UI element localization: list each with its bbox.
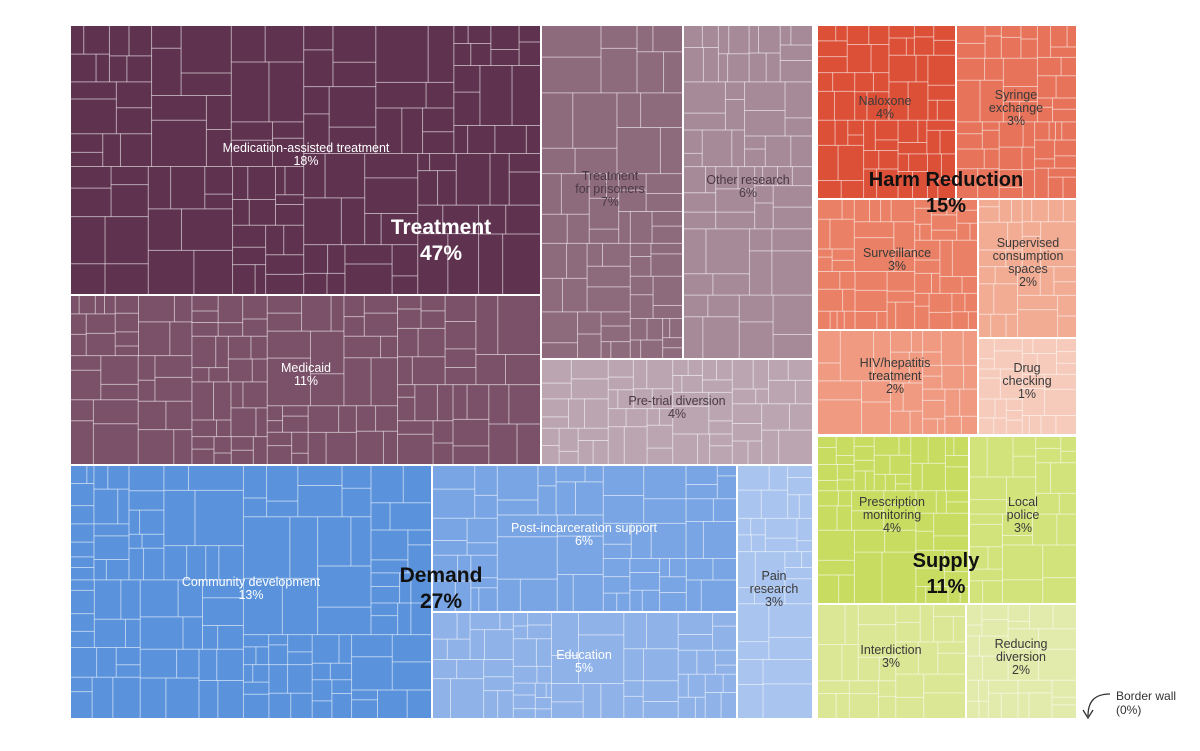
leaf-value-naloxone: 4% [876, 107, 894, 121]
leaf-value-education: 5% [575, 661, 593, 675]
leaf-value-pain-research: 3% [765, 595, 783, 609]
leaf-label-reducing-diversion: diversion [996, 650, 1046, 664]
leaf-label-syringe-exchange: exchange [989, 101, 1043, 115]
leaf-label-medication-assisted-treatment: Medication-assisted treatment [223, 141, 390, 155]
leaf-label-surveillance: Surveillance [863, 246, 931, 260]
leaf-label-syringe-exchange: Syringe [995, 88, 1037, 102]
rect-surveillance [816, 198, 979, 331]
leaf-label-supervised-consumption-spaces: Supervised [997, 236, 1060, 250]
leaf-value-medicaid: 11% [294, 374, 318, 388]
category-label-supply: Supply [913, 550, 981, 572]
leaf-label-pain-research: Pain [761, 569, 786, 583]
leaf-label-local-police: police [1007, 508, 1040, 522]
leaf-value-interdiction: 3% [882, 656, 900, 670]
rect-pain-research [736, 464, 814, 720]
leaf-value-hiv-hepatitis-treatment: 2% [886, 382, 904, 396]
leaf-label-community-development: Community development [182, 575, 321, 589]
leaf-label-post-incarceration-support: Post-incarceration support [511, 521, 657, 535]
category-harm-reduction: Naloxone4%Syringeexchange3%Surveillance3… [816, 24, 1078, 436]
category-value-harm-reduction: 15% [926, 195, 966, 217]
leaf-value-post-incarceration-support: 6% [575, 534, 593, 548]
leaf-value-other-research: 6% [739, 186, 757, 200]
leaf-value-medication-assisted-treatment: 18% [293, 154, 318, 168]
leaf-value-surveillance: 3% [888, 259, 906, 273]
category-value-demand: 27% [420, 590, 462, 613]
rect-community-development [69, 464, 433, 720]
leaf-value-drug-checking: 1% [1018, 387, 1036, 401]
leaf-value-treatment-for-prisoners: 7% [601, 195, 619, 209]
leaf-label-prescription-monitoring: Prescription [859, 495, 925, 509]
leaf-value-community-development: 13% [238, 588, 263, 602]
category-value-supply: 11% [927, 576, 966, 598]
leaf-label-hiv-hepatitis-treatment: HIV/hepatitis [860, 356, 931, 370]
leaf-label-hiv-hepatitis-treatment: treatment [869, 369, 922, 383]
category-supply: Prescriptionmonitoring4%Localpolice3%Int… [816, 435, 1078, 720]
leaf-label-naloxone: Naloxone [859, 94, 912, 108]
leaf-label-interdiction: Interdiction [860, 643, 921, 657]
leaf-label-local-police: Local [1008, 495, 1038, 509]
leaf-label-prescription-monitoring: monitoring [863, 508, 921, 522]
leaf-label-other-research: Other research [706, 173, 789, 187]
leaf-value-local-police: 3% [1014, 521, 1032, 535]
leaf-label-supervised-consumption-spaces: consumption [993, 249, 1064, 263]
category-label-treatment: Treatment [391, 216, 491, 239]
category-demand: Community development13%Post-incarcerati… [69, 464, 814, 720]
leaf-label-treatment-for-prisoners: Treatment [582, 169, 639, 183]
category-treatment: Medication-assisted treatment18%Medicaid… [69, 24, 814, 466]
leaf-value-supervised-consumption-spaces: 2% [1019, 275, 1037, 289]
border-wall-label: Border wall [1116, 689, 1177, 703]
leaf-label-drug-checking: Drug [1013, 361, 1040, 375]
leaf-label-drug-checking: checking [1002, 374, 1051, 388]
leaf-label-supervised-consumption-spaces: spaces [1008, 262, 1048, 276]
border-wall-annotation: Border wall (0%) [1116, 689, 1176, 717]
curved-arrow-icon [1082, 693, 1111, 720]
leaf-label-reducing-diversion: Reducing [995, 637, 1048, 651]
leaf-value-syringe-exchange: 3% [1007, 114, 1025, 128]
border-wall-value: (0%) [1116, 703, 1142, 717]
leaf-label-treatment-for-prisoners: for prisoners [575, 182, 644, 196]
leaf-value-reducing-diversion: 2% [1012, 663, 1030, 677]
leaf-label-pre-trial-diversion: Pre-trial diversion [628, 394, 725, 408]
leaf-label-pain-research: research [750, 582, 799, 596]
leaf-value-pre-trial-diversion: 4% [668, 407, 686, 421]
category-label-demand: Demand [400, 564, 483, 587]
leaf-value-prescription-monitoring: 4% [883, 521, 901, 535]
rect-reducing-diversion [965, 603, 1078, 720]
category-value-treatment: 47% [420, 242, 462, 265]
leaf-label-education: Education [556, 648, 612, 662]
rect-prescription-monitoring [816, 435, 970, 605]
leaf-label-medicaid: Medicaid [281, 361, 331, 375]
category-label-harm-reduction: Harm Reduction [869, 169, 1023, 191]
